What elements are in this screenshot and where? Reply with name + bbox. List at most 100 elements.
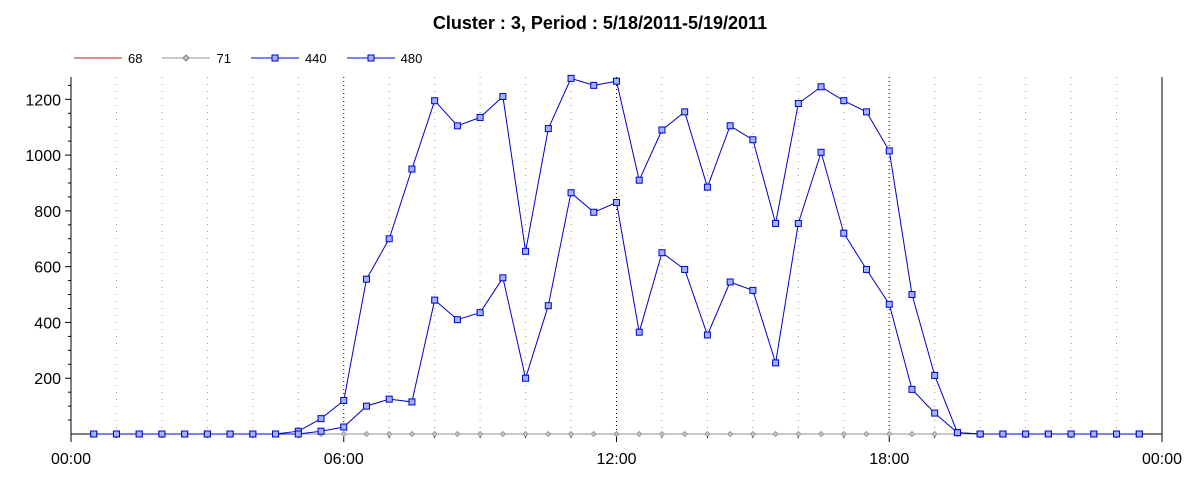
chart-title: Cluster : 3, Period : 5/18/2011-5/19/201…: [432, 13, 768, 33]
data-point-480: [1113, 430, 1121, 438]
data-point-71: [704, 430, 711, 438]
data-point-480: [226, 430, 234, 438]
data-point-71: [636, 430, 643, 438]
data-point-440: [635, 176, 643, 184]
data-point-71: [727, 430, 734, 438]
legend-item-480: 480: [346, 50, 423, 66]
y-tick-label: 400: [34, 315, 61, 332]
data-point-440: [590, 81, 598, 89]
data-point-71: [658, 430, 666, 438]
data-point-71: [817, 430, 825, 438]
data-point-480: [272, 430, 280, 438]
data-point-440: [340, 397, 348, 405]
data-point-480: [726, 278, 734, 286]
data-point-480: [703, 331, 711, 339]
data-point-440: [863, 108, 871, 116]
data-point-440: [522, 247, 530, 255]
legend-label-68: 68: [128, 50, 143, 66]
data-point-480: [158, 430, 166, 438]
data-point-71: [840, 430, 847, 438]
data-point-440: [431, 97, 439, 105]
data-point-440: [362, 275, 370, 283]
data-point-480: [885, 300, 893, 308]
data-point-480: [772, 359, 780, 367]
data-point-480: [362, 402, 370, 410]
data-point-480: [203, 430, 211, 438]
data-point-440: [772, 219, 780, 227]
data-point-440: [794, 99, 802, 107]
data-point-480: [544, 302, 552, 310]
data-point-71: [795, 430, 802, 438]
data-point-71: [499, 430, 506, 438]
legend-label-71: 71: [216, 50, 231, 66]
data-point-71: [908, 430, 916, 438]
data-point-480: [1067, 430, 1075, 438]
data-point-440: [453, 122, 461, 130]
data-point-480: [135, 430, 143, 438]
data-point-71: [408, 430, 416, 438]
data-point-480: [522, 374, 530, 382]
legend-item-440: 440: [250, 51, 327, 66]
data-point-71: [931, 430, 938, 438]
data-point-480: [794, 219, 802, 227]
legend-swatch-480: [346, 54, 395, 62]
data-point-480: [976, 430, 984, 438]
data-point-480: [385, 395, 393, 403]
data-point-440: [499, 93, 507, 101]
data-point-440: [613, 77, 620, 85]
data-point-71: [454, 430, 461, 438]
data-point-71: [886, 430, 893, 438]
data-point-480: [408, 398, 416, 406]
data-point-480: [590, 208, 598, 216]
data-point-480: [476, 309, 484, 317]
data-point-71: [340, 430, 347, 438]
data-point-480: [908, 385, 916, 393]
data-point-480: [681, 265, 689, 273]
data-point-480: [294, 430, 302, 438]
data-point-480: [567, 189, 575, 197]
data-point-480: [112, 430, 120, 438]
legend-item-71: 71: [162, 50, 231, 66]
data-point-480: [317, 427, 325, 435]
y-tick-label: 1200: [25, 92, 61, 109]
data-point-440: [840, 97, 848, 105]
x-tick-label: 00:00: [1142, 451, 1182, 468]
data-point-71: [363, 430, 370, 438]
legend-swatch-440: [250, 54, 299, 62]
data-point-480: [635, 328, 643, 336]
data-point-480: [817, 148, 825, 156]
data-point-440: [749, 136, 757, 144]
data-point-480: [1135, 430, 1143, 438]
data-point-480: [453, 316, 461, 324]
data-point-440: [681, 108, 689, 116]
data-point-440: [931, 371, 939, 379]
legend-label-480: 480: [400, 50, 423, 66]
x-tick-label: 06:00: [324, 451, 364, 468]
data-point-480: [863, 265, 871, 273]
data-point-440: [544, 125, 552, 133]
data-point-440: [658, 126, 666, 134]
data-point-480: [749, 286, 757, 294]
data-point-480: [1022, 430, 1030, 438]
legend: 68 71 440 480: [74, 49, 442, 67]
data-point-480: [1044, 430, 1052, 438]
data-point-440: [726, 122, 734, 130]
data-point-480: [499, 274, 507, 282]
data-point-480: [999, 430, 1007, 438]
data-point-440: [703, 183, 711, 191]
data-point-440: [317, 415, 325, 423]
x-tick-label: 18:00: [869, 451, 909, 468]
legend-item-68: 68: [74, 51, 142, 66]
data-point-71: [567, 430, 575, 438]
data-point-71: [681, 430, 688, 438]
x-tick-label: 00:00: [51, 451, 91, 468]
data-point-480: [90, 430, 98, 438]
y-tick-label: 800: [34, 204, 61, 221]
data-point-480: [658, 249, 666, 257]
data-point-71: [386, 430, 393, 438]
data-point-71: [863, 430, 870, 438]
data-point-480: [340, 423, 348, 431]
data-point-440: [885, 147, 893, 155]
data-point-71: [522, 430, 529, 438]
